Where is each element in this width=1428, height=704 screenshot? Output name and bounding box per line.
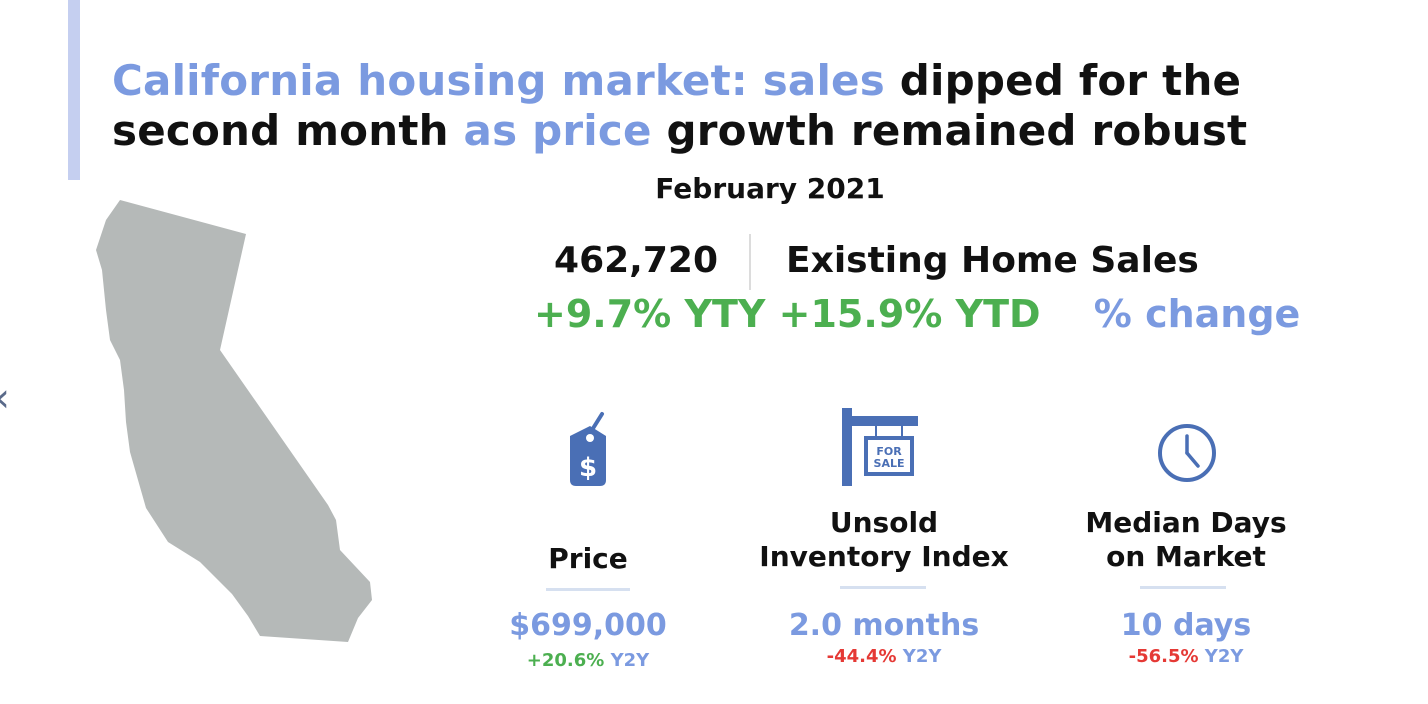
inventory-label-line2: Inventory Index <box>759 540 1009 573</box>
for-sale-sign-text-2: SALE <box>874 457 905 470</box>
days-label-line2: on Market <box>1106 540 1266 573</box>
california-map-shape <box>96 200 372 642</box>
title-text-2: second month <box>112 106 464 155</box>
title-text-1: dipped for the <box>884 56 1242 105</box>
existing-home-sales-label: Existing Home Sales <box>786 240 1199 281</box>
existing-home-sales-value: 462,720 <box>554 240 718 281</box>
california-map-icon <box>96 200 372 642</box>
for-sale-sign-icon: FOR SALE <box>842 408 918 486</box>
sales-divider <box>749 234 751 290</box>
price-change: +20.6% Y2Y <box>478 650 698 671</box>
chevron-left-icon[interactable]: ‹ <box>0 378 10 418</box>
report-date: February 2021 <box>655 172 885 205</box>
ytd-change: +15.9% YTD <box>778 292 1041 336</box>
price-change-value: +20.6% <box>526 650 605 671</box>
title-highlight-2: as price <box>463 106 652 155</box>
days-on-market-label: Median Days on Market <box>1066 506 1306 574</box>
days-change: -56.5% Y2Y <box>1066 646 1306 667</box>
inventory-change-suffix: Y2Y <box>896 646 942 667</box>
accent-bar <box>68 0 80 180</box>
price-change-suffix: Y2Y <box>604 650 650 671</box>
inventory-rule <box>840 586 926 589</box>
price-label: Price <box>548 542 628 575</box>
svg-text:$: $ <box>579 453 597 483</box>
days-rule <box>1140 586 1226 589</box>
percent-change-label: % change <box>1093 292 1301 336</box>
inventory-value: 2.0 months <box>788 608 980 643</box>
title-highlight-1: California housing market: sales <box>112 56 885 105</box>
inventory-label-line1: Unsold <box>829 506 939 539</box>
page-title: California housing market: sales dipped … <box>112 56 1247 156</box>
for-sale-sign-text-1: FOR <box>876 445 902 458</box>
days-label-line1: Median Days <box>1085 506 1287 539</box>
price-tag-icon: $ <box>570 412 606 486</box>
days-value: 10 days <box>1120 608 1252 643</box>
yty-change: +9.7% YTY <box>534 292 766 336</box>
clock-icon <box>1158 424 1216 482</box>
inventory-change: -44.4% Y2Y <box>764 646 1004 667</box>
title-text-3: growth remained robust <box>651 106 1248 155</box>
inventory-change-value: -44.4% <box>826 646 897 667</box>
days-change-value: -56.5% <box>1128 646 1199 667</box>
inventory-label: Unsold Inventory Index <box>744 506 1024 574</box>
price-rule <box>546 588 630 591</box>
days-change-suffix: Y2Y <box>1198 646 1244 667</box>
sales-change-row: +9.7% YTY +15.9% YTD % change <box>534 292 1300 336</box>
price-value: $699,000 <box>509 608 667 643</box>
